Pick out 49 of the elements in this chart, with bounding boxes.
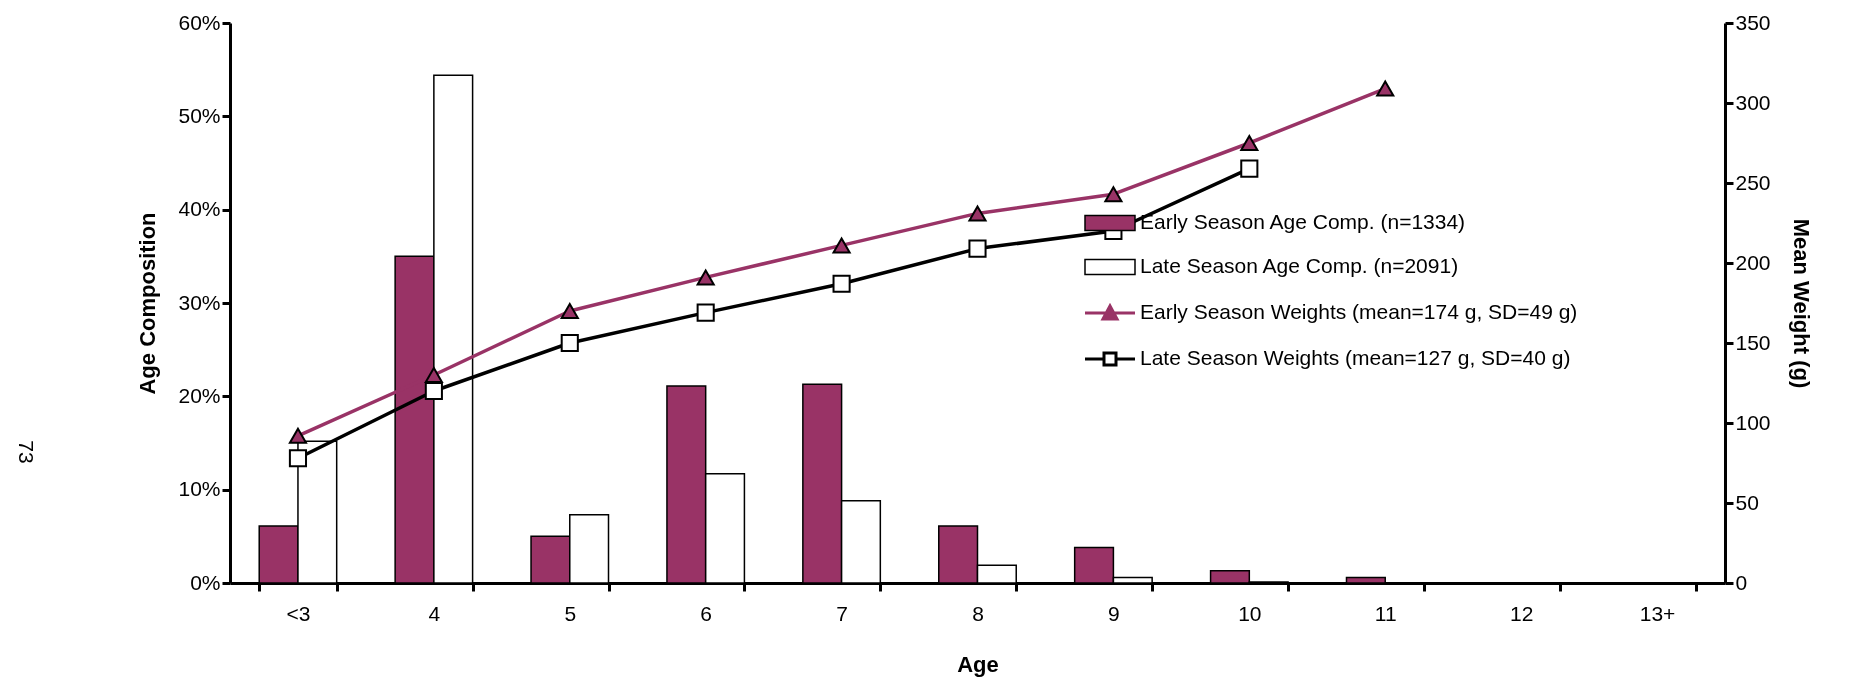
y2-tick-label: 100 [1735,410,1771,434]
y2-tick-label: 50 [1735,490,1759,514]
y-tick-label: 40% [178,197,221,221]
y2-tick-label: 150 [1735,330,1771,354]
y2-tick-label: 200 [1735,250,1771,274]
x-axis-title: Age [957,651,999,677]
point [1376,80,1395,97]
point [424,381,443,401]
point [288,449,308,468]
text: 73 [13,440,38,464]
x-tick-label: 9 [1108,601,1120,625]
point [424,367,443,383]
y-tick-label: 20% [178,383,221,407]
x-tick-label: 5 [564,601,577,625]
x-tick-label: 11 [1374,601,1397,625]
point [968,239,987,258]
x-tick-label: 6 [700,601,713,625]
legend-label: Early Season Weights (mean=174 g, SD=49 g) [1140,300,1578,323]
legend-label: Late Season Age Comp. (n=2091) [1140,254,1459,277]
x-tick-label: 7 [836,601,848,625]
x-tick-label: <3 [286,601,311,625]
point [288,427,308,444]
point [1104,186,1123,203]
y2-tick-label: 250 [1735,170,1771,194]
y2-tick-label: 0 [1735,570,1748,594]
y-tick-label: 60% [178,10,221,34]
y-axis-title: Age Composition [135,212,161,395]
y2-tick-label: 350 [1735,10,1771,34]
x-tick-label: 8 [972,601,984,625]
point [1240,135,1259,151]
point [696,269,715,286]
x-tick-label: 12 [1509,601,1534,625]
x-tick-label: 10 [1238,601,1262,625]
point [968,205,987,222]
point [560,303,579,319]
point [832,237,851,254]
point [696,303,715,322]
point [560,333,579,353]
x-tick-label: 13+ [1639,601,1676,625]
point [832,274,851,293]
y-tick-label: 0% [190,570,221,594]
y-tick-label: 30% [178,290,221,314]
y2-axis-title: Mean Weight (g) [1788,218,1814,389]
x-tick-label: 4 [428,601,441,625]
y-tick-label: 50% [178,103,221,127]
point [1240,159,1259,178]
legend-label: Late Season Weights (mean=127 g, SD=40 g) [1140,346,1571,369]
y2-tick-label: 300 [1735,90,1771,114]
y-tick-label: 10% [178,477,221,501]
